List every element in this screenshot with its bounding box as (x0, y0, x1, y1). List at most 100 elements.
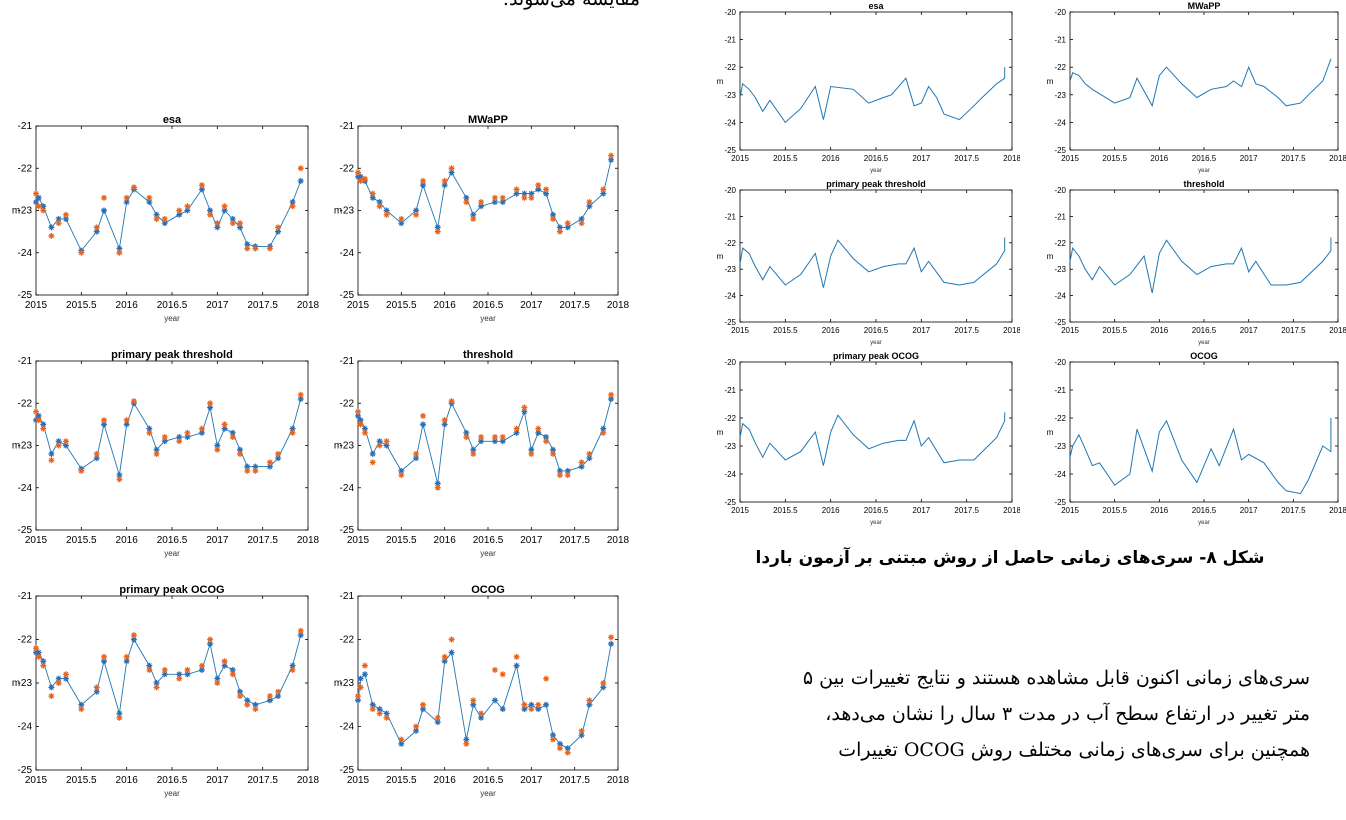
data-point (35, 203, 42, 210)
data-point (33, 408, 39, 415)
y-tick-label: -21 (1054, 386, 1066, 395)
data-point (463, 194, 470, 201)
plot-frame (739, 361, 1013, 503)
data-point (62, 671, 69, 678)
x-tick-label: 2018 (1003, 506, 1020, 515)
data-point (470, 215, 477, 222)
x-tick-label: 2016 (1150, 506, 1168, 515)
data-point (266, 693, 273, 700)
data-point (491, 697, 498, 704)
y-tick-label: -24 (340, 248, 355, 259)
data-point (448, 398, 455, 405)
x-tick-label: 2015.5 (1102, 506, 1127, 515)
data-point (33, 190, 39, 197)
y-axis-label: m (334, 678, 342, 689)
data-point (198, 186, 205, 193)
x-tick-label: 2015.5 (66, 300, 97, 311)
data-point (198, 666, 205, 673)
data-point (441, 177, 448, 184)
x-tick-label: 2015.5 (386, 775, 417, 786)
data-point (123, 417, 130, 424)
data-point (528, 446, 535, 453)
data-point (535, 706, 542, 713)
data-point (214, 224, 221, 231)
chart-title: MWaPP (468, 114, 508, 126)
x-axis-label: year (480, 789, 496, 798)
x-tick-label: 2016 (1150, 154, 1168, 163)
y-tick-label: -24 (18, 722, 33, 733)
data-point (383, 442, 390, 449)
data-point (275, 228, 282, 235)
y-tick-label: -23 (724, 265, 736, 274)
y-tick-label: -21 (18, 591, 33, 602)
y-axis-label: m (717, 428, 724, 437)
x-tick-label: 2017.5 (954, 326, 979, 335)
y-tick-label: -21 (340, 591, 355, 602)
data-point (146, 662, 153, 669)
x-tick-label: 2015 (347, 535, 370, 546)
data-point (35, 412, 42, 419)
x-axis-label: year (870, 168, 882, 174)
x-tick-label: 2016.5 (473, 535, 504, 546)
y-tick-label: -23 (18, 441, 33, 452)
plot-frame (739, 189, 1013, 323)
data-point (434, 484, 441, 491)
data-point (543, 434, 550, 441)
data-point (78, 249, 85, 256)
data-point (556, 224, 563, 231)
data-point (448, 169, 455, 176)
y-tick-label: -24 (724, 470, 736, 479)
y-axis-label: m (12, 678, 20, 689)
x-tick-label: 2017.5 (559, 300, 590, 311)
data-point (93, 450, 100, 457)
data-point (221, 425, 228, 432)
data-point (543, 190, 550, 197)
data-point (528, 190, 535, 197)
data-point (130, 636, 137, 643)
y-tick-label: -21 (18, 121, 33, 132)
x-tick-label: 2016 (116, 775, 139, 786)
data-point (153, 450, 160, 457)
x-tick-label: 2017.5 (247, 775, 278, 786)
data-point (266, 245, 273, 252)
series-line (739, 67, 1006, 124)
data-point (441, 417, 448, 424)
data-point (434, 228, 441, 235)
paragraph-fragment-top: مقایسه می‌شوند. (440, 0, 640, 18)
data-point (198, 425, 205, 432)
data-point (499, 199, 506, 206)
x-tick-label: 2015 (347, 300, 370, 311)
data-point (600, 680, 607, 686)
data-point (130, 184, 137, 191)
data-point (413, 450, 420, 457)
chart-title: threshold (1183, 179, 1224, 189)
data-point (586, 450, 593, 457)
series-line (358, 159, 612, 228)
x-axis-label: year (1198, 340, 1210, 346)
x-tick-label: 2016.5 (864, 506, 889, 515)
chart-title: esa (163, 114, 182, 126)
data-point (198, 662, 205, 669)
x-tick-label: 2018 (297, 775, 320, 786)
x-tick-label: 2015.5 (66, 775, 97, 786)
data-point (229, 671, 236, 678)
data-point (398, 467, 405, 474)
data-point (40, 662, 47, 669)
data-point (48, 450, 55, 457)
data-point (93, 228, 100, 235)
data-point (244, 241, 251, 248)
data-point (564, 224, 571, 231)
data-point (176, 207, 183, 214)
x-tick-label: 2017.5 (954, 506, 979, 515)
data-point (463, 736, 470, 743)
data-point (297, 396, 304, 403)
y-axis-label: m (717, 77, 724, 86)
data-point (550, 215, 556, 222)
data-point (207, 207, 214, 214)
x-tick-label: 2017.5 (247, 300, 278, 311)
data-point (600, 190, 607, 197)
data-point (550, 736, 556, 743)
x-tick-label: 2017 (912, 326, 930, 335)
data-point (176, 211, 183, 218)
data-point (578, 459, 585, 466)
